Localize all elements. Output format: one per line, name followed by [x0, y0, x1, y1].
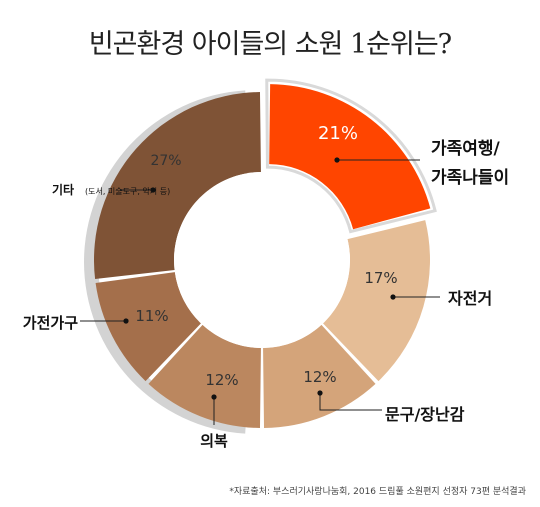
leader-dot — [334, 157, 340, 163]
leader-line — [319, 393, 382, 411]
slice-category-label: 의복 — [200, 432, 228, 450]
slice-category-label-line2: 가족나들이 — [431, 168, 509, 188]
slice-value-label: 17% — [364, 269, 397, 287]
donut-hole — [174, 172, 350, 348]
slice-category-label: 기타 — [52, 182, 74, 197]
slice-5 — [94, 92, 261, 280]
slice-category-label: 가족여행/ — [431, 139, 501, 159]
slice-value-label: 12% — [303, 368, 336, 386]
slice-category-label: 문구/장난감 — [385, 405, 465, 424]
slice-category-label: 가전가구 — [23, 314, 78, 332]
slice-category-sublabel: (도서, 미술도구, 악기 등) — [85, 186, 170, 196]
slice-0 — [269, 84, 431, 230]
leader-dot — [317, 390, 323, 396]
slice-category-label: 자전거 — [448, 289, 492, 308]
slice-2 — [263, 324, 376, 428]
slice-4 — [95, 272, 201, 382]
slice-value-label: 12% — [205, 371, 238, 389]
slice-value-label: 21% — [318, 123, 358, 144]
leader-dot — [150, 187, 156, 193]
slice-3 — [148, 324, 261, 428]
leader-dot — [123, 318, 129, 324]
slice-1 — [323, 220, 430, 382]
slice-value-label: 27% — [150, 153, 181, 169]
source-note: *자료출처: 부스러기사랑나눔회, 2016 드림풀 소원편지 선정자 73편 … — [229, 487, 526, 497]
slice-value-label: 11% — [135, 307, 168, 325]
chart-title: 빈곤환경 아이들의 소원 1순위는? — [88, 29, 452, 60]
leader-dot — [390, 294, 396, 300]
leader-dot — [211, 394, 217, 400]
